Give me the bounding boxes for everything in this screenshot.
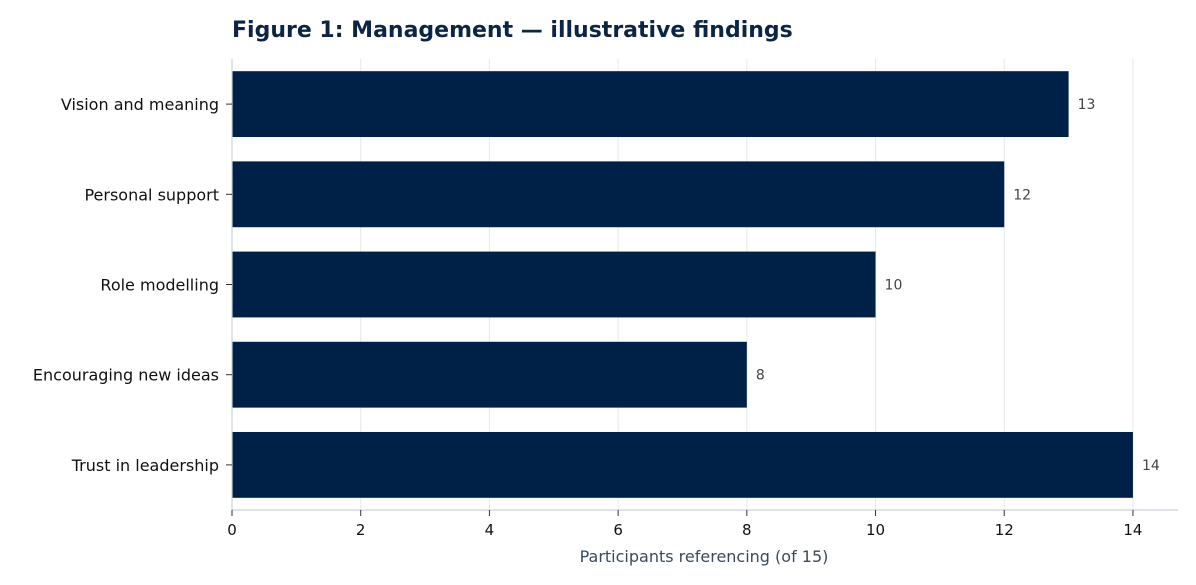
category-label: Trust in leadership (71, 456, 219, 475)
x-axis-title: Participants referencing (of 15) (580, 547, 829, 566)
x-tick-label: 6 (613, 521, 623, 539)
bar (232, 431, 1133, 498)
x-tick-label: 0 (227, 521, 237, 539)
bar (232, 71, 1069, 138)
bar (232, 341, 747, 408)
x-tick-label: 12 (995, 521, 1014, 539)
category-label: Vision and meaning (61, 95, 219, 114)
category-label: Encouraging new ideas (33, 366, 219, 385)
x-ticks: 0 2 4 6 8 10 12 14 (227, 510, 1142, 539)
bar (232, 251, 876, 318)
bar-value-label: 12 (1013, 187, 1031, 203)
category-label: Personal support (84, 185, 219, 204)
bar (232, 161, 1005, 228)
x-tick-label: 8 (742, 521, 752, 539)
bars (232, 71, 1133, 498)
x-tick-label: 4 (485, 521, 495, 539)
chart-title: Figure 1: Management — illustrative find… (232, 18, 793, 43)
bar-value-label: 10 (885, 278, 903, 294)
bar-value-label: 8 (756, 368, 765, 384)
x-tick-label: 2 (356, 521, 366, 539)
value-labels: 13 12 10 8 14 (756, 97, 1160, 474)
category-labels: Vision and meaning Personal support Role m… (33, 95, 232, 475)
x-tick-label: 10 (866, 521, 885, 539)
bar-value-label: 14 (1142, 458, 1160, 474)
category-label: Role modelling (100, 276, 219, 295)
x-tick-label: 14 (1123, 521, 1142, 539)
bar-value-label: 13 (1078, 97, 1096, 113)
